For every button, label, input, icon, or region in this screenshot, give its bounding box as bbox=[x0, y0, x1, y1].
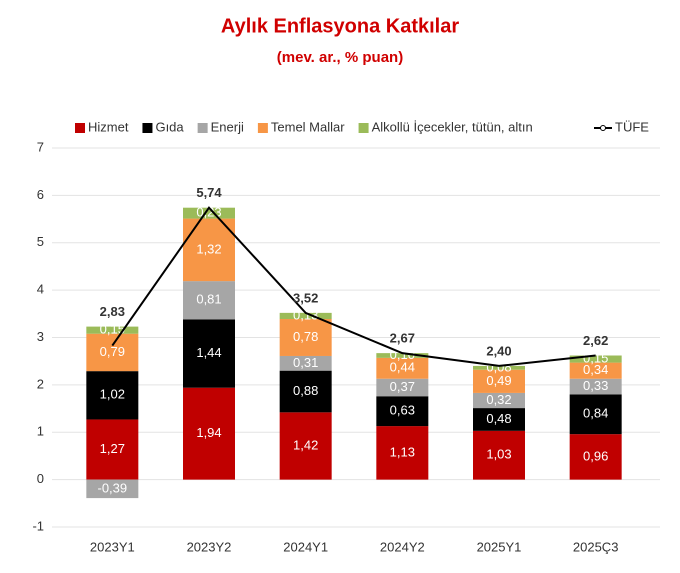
bar-segment bbox=[376, 357, 429, 379]
line-value-label: 3,52 bbox=[293, 290, 318, 305]
bar-segment bbox=[473, 430, 525, 480]
value-label: 1,94 bbox=[196, 425, 221, 440]
value-label: 1,44 bbox=[196, 345, 221, 360]
value-label: 0,63 bbox=[390, 403, 415, 418]
legend-swatch bbox=[358, 123, 369, 133]
y-tick-label: 7 bbox=[37, 139, 44, 154]
value-label: 0,88 bbox=[293, 383, 318, 398]
value-label: 0,78 bbox=[293, 329, 318, 344]
bar-segment bbox=[376, 378, 429, 397]
x-tick-label: 2025Ç3 bbox=[573, 539, 619, 554]
value-label: -0,39 bbox=[98, 480, 128, 495]
y-tick-label: -1 bbox=[32, 518, 44, 533]
bar-segment bbox=[86, 326, 139, 334]
bar-segment bbox=[183, 281, 235, 320]
legend-swatch bbox=[257, 123, 268, 133]
bar-segment bbox=[473, 369, 525, 393]
legend-marker bbox=[600, 125, 606, 131]
y-tick-label: 6 bbox=[37, 187, 44, 202]
bar-segment bbox=[569, 355, 622, 363]
value-label: 0,13 bbox=[293, 307, 318, 322]
value-label: 1,42 bbox=[293, 437, 318, 452]
bar-segment bbox=[183, 218, 235, 282]
value-label: 0,81 bbox=[196, 292, 221, 307]
bar-segment bbox=[183, 207, 235, 219]
value-label: 0,34 bbox=[583, 362, 608, 377]
bar-segment bbox=[473, 392, 525, 409]
bar-segment bbox=[279, 319, 332, 356]
line-value-label: 2,67 bbox=[390, 331, 415, 346]
bar-segment bbox=[376, 353, 429, 358]
value-label: 0,84 bbox=[583, 406, 608, 421]
bar-segment bbox=[569, 362, 622, 379]
value-label: 0,31 bbox=[293, 355, 318, 370]
value-label: 0,15 bbox=[583, 350, 608, 365]
bar-segment bbox=[569, 434, 622, 480]
bar-segment bbox=[569, 378, 622, 395]
line-value-label: 5,74 bbox=[196, 185, 222, 200]
value-label: 1,13 bbox=[390, 444, 415, 459]
legend-label: TÜFE bbox=[615, 119, 649, 134]
line-value-label: 2,83 bbox=[100, 304, 125, 319]
legend-label: Gıda bbox=[155, 119, 184, 134]
legend-label: Temel Mallar bbox=[271, 119, 345, 134]
line-value-label: 2,62 bbox=[583, 333, 608, 348]
bar-segment bbox=[183, 319, 235, 388]
bar-segment bbox=[86, 333, 139, 372]
bar-segment bbox=[376, 426, 429, 480]
y-tick-label: 5 bbox=[37, 234, 44, 249]
bar-segment bbox=[473, 365, 525, 370]
chart-title: Aylık Enflasyona Katkılar bbox=[221, 15, 459, 37]
value-label: 0,96 bbox=[583, 448, 608, 463]
value-label: 0,79 bbox=[100, 344, 125, 359]
bar-segment bbox=[279, 412, 332, 480]
bar-segment bbox=[86, 371, 139, 420]
x-tick-label: 2024Y2 bbox=[380, 539, 425, 554]
bar-segment bbox=[86, 419, 139, 480]
value-label: 0,15 bbox=[100, 322, 125, 337]
value-label: 0,37 bbox=[390, 379, 415, 394]
y-tick-label: 4 bbox=[37, 282, 44, 297]
value-label: 0,44 bbox=[390, 360, 415, 375]
x-tick-label: 2023Y1 bbox=[90, 539, 135, 554]
bar-segment bbox=[86, 479, 139, 499]
y-tick-label: 0 bbox=[37, 471, 44, 486]
bar-segment bbox=[279, 355, 332, 371]
y-tick-label: 1 bbox=[37, 424, 44, 439]
value-label: 1,32 bbox=[196, 241, 221, 256]
value-label: 0,33 bbox=[583, 378, 608, 393]
legend-swatch bbox=[142, 123, 153, 133]
x-tick-label: 2023Y2 bbox=[187, 539, 232, 554]
chart-subtitle: (mev. ar., % puan) bbox=[277, 49, 403, 66]
y-tick-label: 3 bbox=[37, 329, 44, 344]
legend-swatch bbox=[197, 123, 208, 133]
value-label: 1,02 bbox=[100, 387, 125, 402]
bar-segment bbox=[473, 408, 525, 431]
line bbox=[111, 206, 596, 367]
bar-segment bbox=[279, 370, 332, 413]
value-label: 0,48 bbox=[486, 411, 511, 426]
value-label: 0,49 bbox=[486, 373, 511, 388]
value-label: 1,03 bbox=[486, 447, 511, 462]
legend-swatch bbox=[75, 123, 85, 133]
x-tick-label: 2025Y1 bbox=[477, 539, 522, 554]
y-tick-label: 2 bbox=[37, 376, 44, 391]
legend-label: Enerji bbox=[211, 119, 244, 134]
bar-segment bbox=[279, 312, 332, 320]
line-value-label: 2,40 bbox=[486, 343, 511, 358]
legend-label: Hizmet bbox=[88, 119, 129, 134]
value-label: 0,32 bbox=[486, 392, 511, 407]
value-label: 1,27 bbox=[100, 441, 125, 456]
bar-segment bbox=[376, 396, 429, 427]
bar-segment bbox=[569, 394, 622, 435]
legend-label: Alkollü İçecekler, tütün, altın bbox=[372, 119, 533, 134]
x-tick-label: 2024Y1 bbox=[283, 539, 328, 554]
bar-segment bbox=[183, 387, 235, 480]
